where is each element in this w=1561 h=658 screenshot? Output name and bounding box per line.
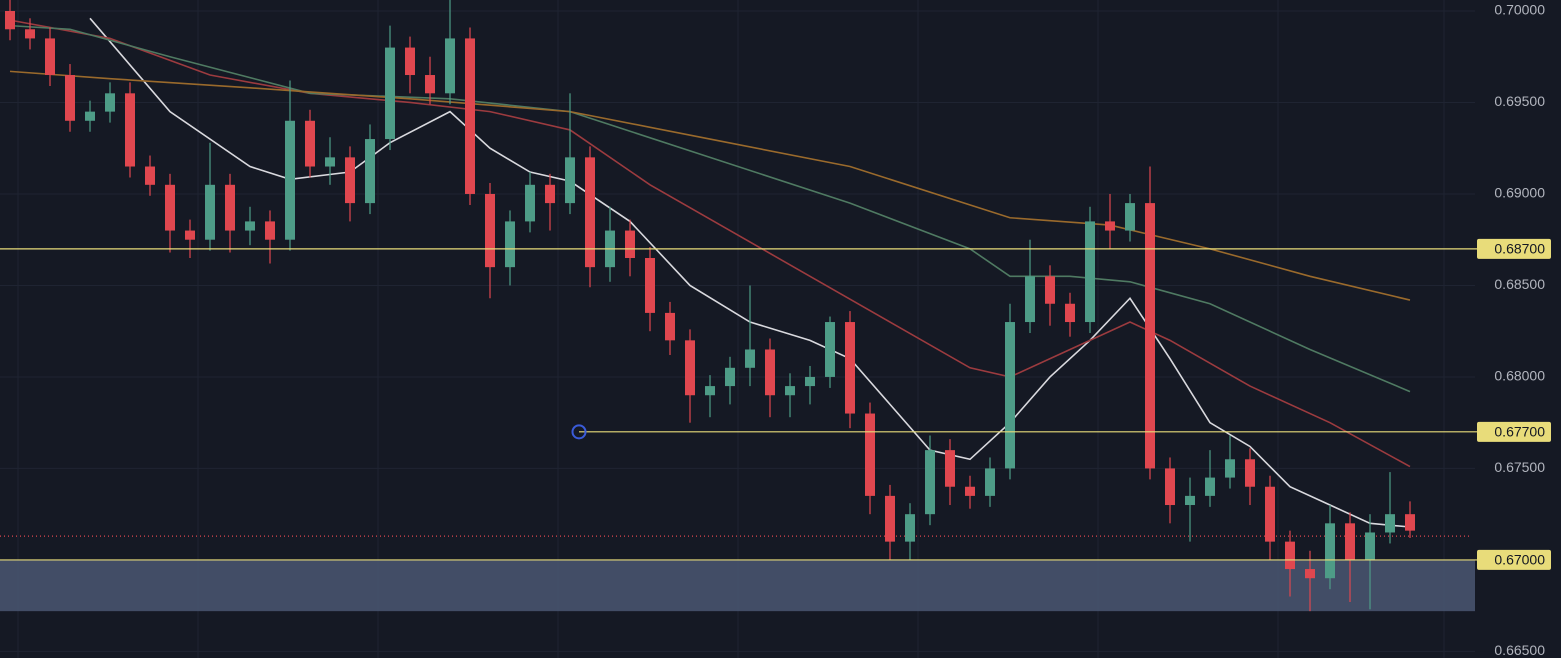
candle-body [665, 312, 675, 341]
candle-body [705, 386, 715, 396]
candle-body [985, 468, 995, 496]
candle-body [585, 157, 595, 268]
candle-body [5, 10, 15, 30]
candle-body [765, 349, 775, 396]
candle-body [245, 221, 255, 231]
candle-body [1005, 322, 1015, 469]
y-tick-label: 0.69500 [1494, 93, 1545, 109]
level-label-box [1477, 421, 1551, 442]
candle-body [1265, 486, 1275, 542]
candle-body [1165, 468, 1175, 506]
candle-body [685, 340, 695, 396]
candle-body [645, 258, 655, 313]
candle-body [525, 184, 535, 222]
candle-body [305, 120, 315, 167]
candle-body [505, 221, 515, 268]
candle-body [1325, 523, 1335, 579]
candle-body [445, 38, 455, 94]
candle-body [725, 367, 735, 387]
candle-body [1405, 514, 1415, 531]
level-label: 0.68700 [1494, 241, 1545, 257]
candle-body [905, 514, 915, 542]
candle-body [265, 221, 275, 240]
candle-body [465, 38, 475, 194]
candle-body [545, 184, 555, 204]
candle-body [1145, 203, 1155, 469]
candle-body [865, 413, 875, 496]
level-label: 0.67000 [1494, 552, 1545, 568]
candle-body [385, 47, 395, 140]
candle-body [1125, 203, 1135, 231]
level-label: 0.67700 [1494, 424, 1545, 440]
candle-body [1105, 221, 1115, 231]
candle-body [1245, 459, 1255, 487]
candle-body [1305, 569, 1315, 579]
y-tick-label: 0.69000 [1494, 185, 1545, 201]
zone [0, 559, 1475, 612]
candle-body [745, 349, 755, 368]
candle-body [565, 157, 575, 204]
candle-body [205, 184, 215, 240]
candle-body [785, 386, 795, 396]
candle-body [1045, 276, 1055, 304]
candle-body [165, 184, 175, 231]
y-tick-label: 0.66500 [1494, 642, 1545, 658]
y-tick-label: 0.67500 [1494, 459, 1545, 475]
candle-body [285, 120, 295, 240]
y-tick-label: 0.70000 [1494, 2, 1545, 18]
candle-body [105, 93, 115, 112]
candle-body [125, 93, 135, 167]
y-tick-label: 0.68000 [1494, 368, 1545, 384]
candle-body [45, 38, 55, 76]
candle-body [965, 486, 975, 496]
candle-body [1385, 514, 1395, 533]
candle-body [185, 230, 195, 240]
candle-body [405, 47, 415, 76]
candle-body [825, 322, 835, 377]
candle-body [1365, 532, 1375, 560]
candle-body [325, 157, 335, 167]
candle-body [1205, 477, 1215, 496]
candle-body [845, 322, 855, 414]
candle-body [805, 376, 815, 387]
candle-body [85, 111, 95, 121]
y-tick-label: 0.68500 [1494, 276, 1545, 292]
candle-body [1285, 541, 1295, 570]
candle-body [945, 450, 955, 487]
candle-body [1185, 495, 1195, 506]
moving-average [9, 24, 1411, 393]
candle-body [345, 157, 355, 204]
candle-body [885, 495, 895, 542]
level-label-box [1477, 549, 1551, 570]
level-handle[interactable] [571, 424, 587, 440]
moving-average [9, 70, 1411, 301]
candle-body [145, 166, 155, 185]
candle-body [1065, 303, 1075, 323]
candle-body [65, 75, 75, 121]
candle-body [925, 450, 935, 515]
candle-body [1025, 276, 1035, 323]
candle-body [1085, 221, 1095, 323]
level-label-box [1477, 238, 1551, 259]
candle-body [1225, 459, 1235, 478]
candle-body [425, 75, 435, 94]
candle-body [1345, 523, 1355, 560]
candle-body [485, 193, 495, 268]
candle-body [365, 139, 375, 204]
candle-body [25, 29, 35, 39]
candle-body [225, 184, 235, 231]
candle-body [625, 230, 635, 259]
